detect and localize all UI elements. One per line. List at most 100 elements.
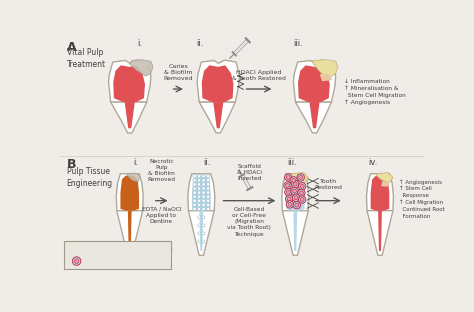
Polygon shape (110, 102, 146, 133)
Circle shape (73, 257, 81, 265)
Circle shape (197, 191, 201, 194)
Circle shape (291, 188, 298, 195)
Polygon shape (127, 173, 140, 182)
Polygon shape (116, 174, 143, 211)
Text: Pulp Tissue
Engineering: Pulp Tissue Engineering (66, 167, 113, 188)
Circle shape (202, 187, 205, 190)
Polygon shape (200, 211, 203, 251)
Circle shape (286, 176, 290, 179)
Circle shape (197, 187, 201, 190)
Polygon shape (233, 39, 249, 55)
Circle shape (202, 232, 205, 235)
Text: i.: i. (137, 39, 142, 48)
Circle shape (202, 183, 205, 186)
Text: iii.: iii. (288, 158, 297, 167)
Polygon shape (310, 102, 319, 128)
Polygon shape (286, 176, 305, 211)
Text: Tooth
Restored: Tooth Restored (314, 179, 342, 190)
Circle shape (198, 216, 201, 219)
Circle shape (193, 175, 196, 178)
Circle shape (301, 184, 304, 188)
Circle shape (285, 188, 292, 196)
Polygon shape (188, 211, 214, 255)
Circle shape (193, 191, 196, 194)
Polygon shape (376, 173, 393, 183)
Circle shape (285, 195, 293, 202)
Circle shape (207, 175, 210, 178)
Polygon shape (241, 174, 251, 189)
Polygon shape (202, 65, 234, 102)
Polygon shape (312, 60, 338, 77)
Polygon shape (113, 65, 145, 102)
Text: iii.: iii. (293, 39, 303, 48)
Polygon shape (197, 60, 239, 102)
Circle shape (286, 201, 293, 208)
Text: i.: i. (134, 158, 138, 167)
Circle shape (286, 184, 290, 188)
Polygon shape (378, 211, 382, 251)
Polygon shape (117, 211, 143, 255)
Circle shape (198, 240, 201, 243)
Circle shape (298, 189, 305, 197)
Circle shape (193, 199, 196, 202)
Circle shape (286, 190, 290, 194)
Text: ii.: ii. (197, 39, 204, 48)
Text: ↑ Angiogenesis
↑ Stem Cell
  Response
↑ Cell Migration
  Continued Root
  Format: ↑ Angiogenesis ↑ Stem Cell Response ↑ Ce… (399, 179, 445, 219)
Circle shape (202, 191, 205, 194)
Text: B: B (66, 158, 76, 171)
Text: EDTA / NaOCl
Applied to
Dentine: EDTA / NaOCl Applied to Dentine (142, 207, 181, 224)
Text: Scaffold
& HDACi
Inserted: Scaffold & HDACi Inserted (237, 164, 262, 182)
Circle shape (207, 203, 210, 207)
Circle shape (292, 180, 299, 188)
Text: ii.: ii. (204, 158, 211, 167)
Circle shape (299, 196, 306, 203)
Polygon shape (366, 174, 393, 211)
Polygon shape (293, 211, 297, 251)
Text: Caries
& Biofilm
Removed: Caries & Biofilm Removed (164, 64, 193, 81)
Circle shape (202, 240, 205, 243)
Circle shape (202, 199, 205, 202)
Polygon shape (319, 74, 332, 81)
Polygon shape (188, 174, 215, 211)
Polygon shape (128, 211, 132, 251)
Circle shape (292, 189, 296, 193)
Circle shape (197, 207, 201, 211)
Circle shape (202, 224, 205, 227)
Text: Stem Cell: Stem Cell (91, 259, 119, 264)
Polygon shape (120, 176, 139, 211)
Circle shape (293, 202, 301, 209)
Circle shape (193, 179, 196, 182)
Circle shape (202, 175, 205, 178)
Circle shape (202, 203, 205, 207)
Polygon shape (192, 176, 210, 211)
Circle shape (197, 195, 201, 198)
Text: HDACi Applied
& Tooth Restored: HDACi Applied & Tooth Restored (232, 70, 286, 81)
Circle shape (290, 177, 298, 184)
Circle shape (207, 179, 210, 182)
Circle shape (207, 199, 210, 202)
Circle shape (207, 207, 210, 211)
Circle shape (197, 203, 201, 207)
Circle shape (207, 187, 210, 190)
Circle shape (74, 259, 79, 263)
Circle shape (207, 183, 210, 186)
Circle shape (287, 197, 291, 201)
Text: Dentine Matrix Components: Dentine Matrix Components (91, 247, 173, 252)
Circle shape (202, 195, 205, 198)
Circle shape (202, 216, 205, 219)
Circle shape (295, 203, 299, 207)
Polygon shape (290, 173, 308, 183)
Text: Vital Pulp
Treatment: Vital Pulp Treatment (66, 48, 106, 69)
Text: A: A (66, 41, 76, 54)
Polygon shape (367, 211, 393, 255)
Circle shape (207, 195, 210, 198)
Circle shape (292, 178, 296, 182)
Text: Cell-Based
or Cell-Free
(Migration
via Tooth Root)
Technique: Cell-Based or Cell-Free (Migration via T… (227, 207, 271, 236)
Circle shape (299, 176, 302, 179)
Circle shape (198, 224, 201, 227)
Circle shape (284, 182, 292, 189)
Polygon shape (109, 60, 151, 102)
Text: ↓ Inflammation
↑ Mineralisation &
  Stem Cell Migration
↑ Angiogenesis: ↓ Inflammation ↑ Mineralisation & Stem C… (344, 79, 406, 105)
Circle shape (197, 175, 201, 178)
Circle shape (288, 202, 292, 206)
